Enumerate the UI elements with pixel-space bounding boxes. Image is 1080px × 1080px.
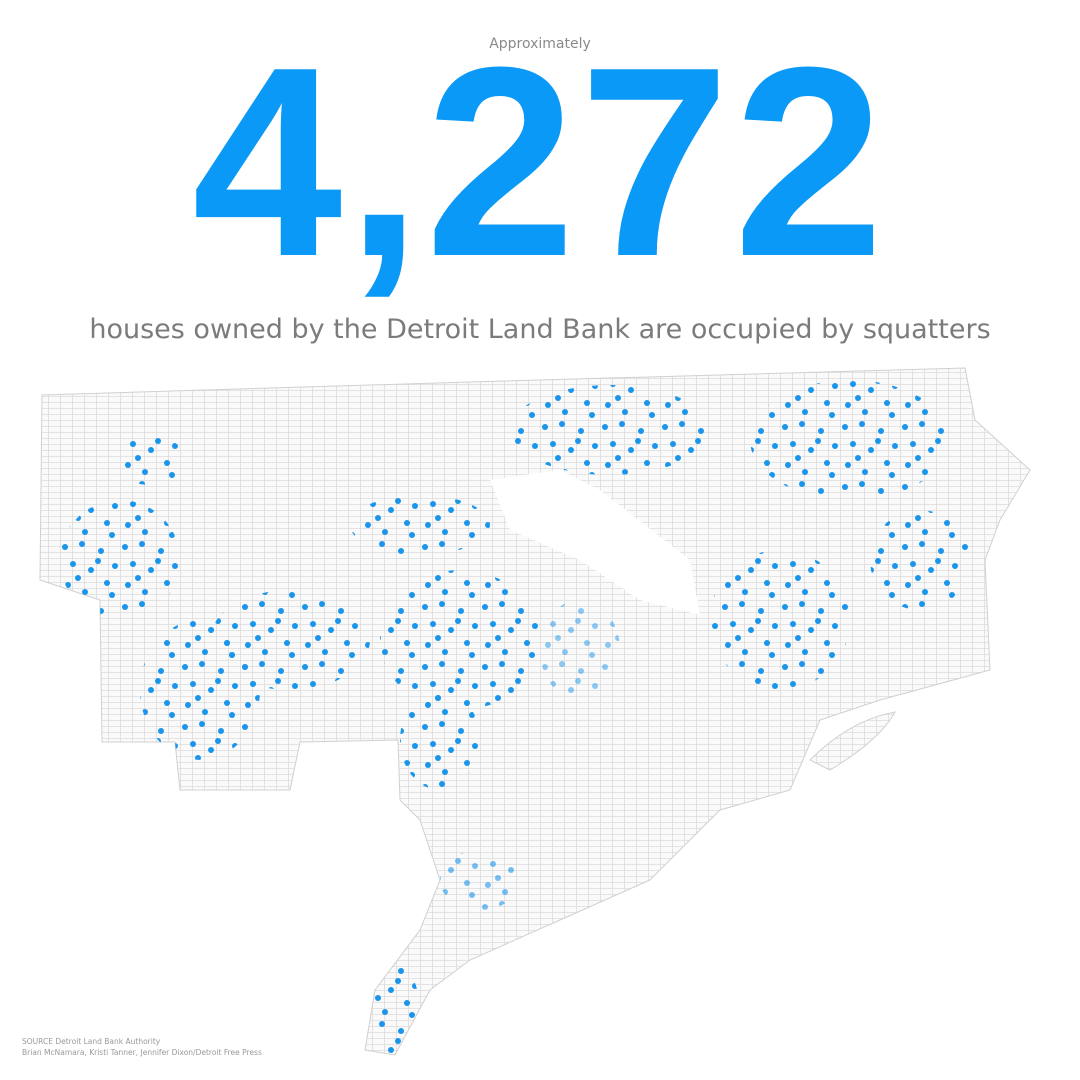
kicker: Approximately (489, 36, 591, 52)
squatter-dots (60, 380, 970, 1055)
map (39, 367, 1031, 1056)
headline-number: 4,272 (192, 12, 888, 313)
enclave (490, 470, 700, 615)
subtitle: houses owned by the Detroit Land Bank ar… (89, 314, 990, 345)
source: SOURCE Detroit Land Bank Authority (22, 1037, 161, 1046)
island (809, 711, 896, 771)
credit: Brian McNamara, Kristi Tanner, Jennifer … (22, 1048, 262, 1057)
